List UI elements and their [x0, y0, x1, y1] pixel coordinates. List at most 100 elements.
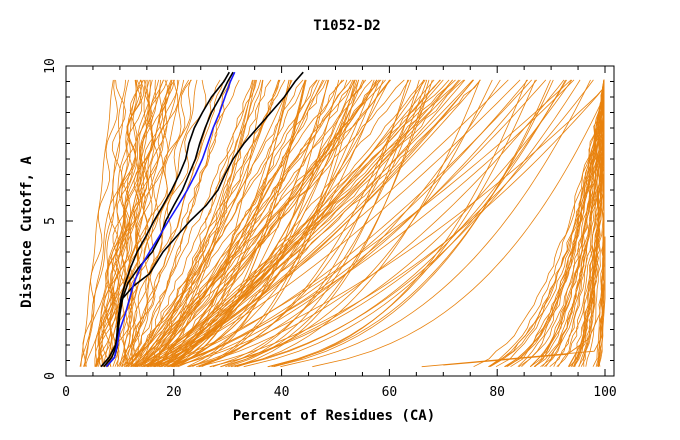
model-curve: [160, 79, 454, 368]
model-curve: [133, 79, 256, 367]
model-curve: [171, 79, 375, 368]
x-tick-label: 0: [62, 385, 70, 400]
y-axis-label: Distance Cutoff, A: [19, 156, 35, 308]
model-curve: [173, 79, 538, 368]
model-curve: [144, 79, 254, 368]
model-curve: [220, 79, 409, 368]
outlier-curve: [443, 267, 604, 366]
model-curve: [94, 79, 157, 367]
model-curve: [130, 79, 192, 367]
model-curve: [280, 79, 591, 368]
axis-ticks: [65, 65, 614, 377]
highlighted-curves: [100, 71, 304, 368]
model-curve: [138, 79, 474, 368]
model-curve: [187, 79, 501, 368]
model-curve: [473, 79, 605, 368]
x-tick-label: 60: [382, 385, 398, 400]
model-curve: [102, 79, 180, 367]
model-curve: [130, 79, 179, 367]
y-tick-label: 10: [43, 58, 58, 74]
model-curve: [135, 79, 262, 367]
model-curve: [312, 79, 605, 368]
model-curve: [504, 79, 605, 368]
outlier-curve: [421, 236, 606, 368]
model-curve: [506, 79, 605, 368]
model-curve: [121, 79, 343, 367]
model-curve: [225, 79, 420, 368]
model-curve: [189, 79, 565, 368]
model-curves: [79, 79, 606, 368]
model-curve: [122, 79, 149, 367]
model-curve: [530, 79, 605, 368]
model-curve: [162, 79, 292, 368]
model-curve: [140, 79, 367, 367]
model-curve: [80, 79, 114, 367]
highlighted-curve: [105, 71, 234, 368]
model-curve: [495, 79, 605, 368]
model-curve: [117, 79, 175, 367]
model-curve: [135, 79, 324, 368]
highlighted-curve: [105, 71, 236, 368]
model-curve: [177, 79, 384, 368]
model-curve: [234, 79, 430, 368]
model-curve: [94, 79, 173, 367]
model-curve: [126, 79, 356, 367]
model-curve: [168, 79, 330, 368]
model-curve: [96, 79, 151, 367]
model-curve: [79, 79, 141, 367]
model-curve: [101, 79, 127, 367]
model-curve: [154, 79, 290, 368]
model-curve: [142, 79, 509, 368]
model-curve: [158, 79, 345, 367]
x-tick-label: 100: [593, 385, 616, 400]
model-curve: [94, 79, 172, 367]
model-curve: [595, 79, 605, 367]
model-curve: [125, 79, 257, 367]
model-curve: [196, 79, 424, 368]
model-curve: [167, 79, 547, 368]
model-curve: [128, 79, 293, 367]
model-curve: [271, 79, 527, 368]
model-curve: [268, 79, 554, 368]
model-curve: [147, 79, 475, 368]
model-curve: [488, 79, 605, 368]
model-curve: [510, 79, 605, 368]
model-curve: [176, 79, 306, 368]
model-curve: [505, 79, 605, 368]
model-curve: [97, 79, 138, 367]
model-curve: [136, 79, 435, 368]
model-curve: [112, 79, 143, 367]
chart-title: T1052-D2: [313, 18, 380, 34]
model-curve: [124, 79, 190, 367]
x-axis-label: Percent of Residues (CA): [233, 408, 435, 424]
model-curve: [168, 79, 264, 368]
model-curve: [234, 79, 567, 368]
model-curve: [518, 79, 605, 368]
model-curve: [150, 79, 474, 368]
highlighted-curve: [103, 71, 304, 368]
model-curve: [164, 79, 410, 368]
model-curve: [109, 79, 142, 367]
y-tick-label: 0: [43, 372, 58, 380]
model-curve: [209, 79, 594, 368]
model-curve: [166, 79, 529, 368]
model-curve: [172, 79, 306, 368]
model-curve: [148, 79, 521, 368]
y-tick-label: 5: [43, 217, 58, 225]
x-tick-label: 80: [489, 385, 505, 400]
model-curve: [192, 79, 329, 368]
model-curve: [137, 79, 444, 368]
model-curve: [243, 79, 566, 368]
model-curve: [119, 79, 240, 367]
model-curve: [131, 79, 392, 368]
model-curve: [160, 79, 355, 368]
model-curve: [569, 79, 605, 367]
model-curve: [154, 79, 572, 368]
model-curve: [153, 79, 253, 367]
model-curve: [198, 79, 605, 368]
model-curve: [157, 79, 360, 368]
model-curve: [134, 79, 279, 368]
model-curve: [123, 79, 225, 367]
model-curve: [168, 79, 290, 368]
